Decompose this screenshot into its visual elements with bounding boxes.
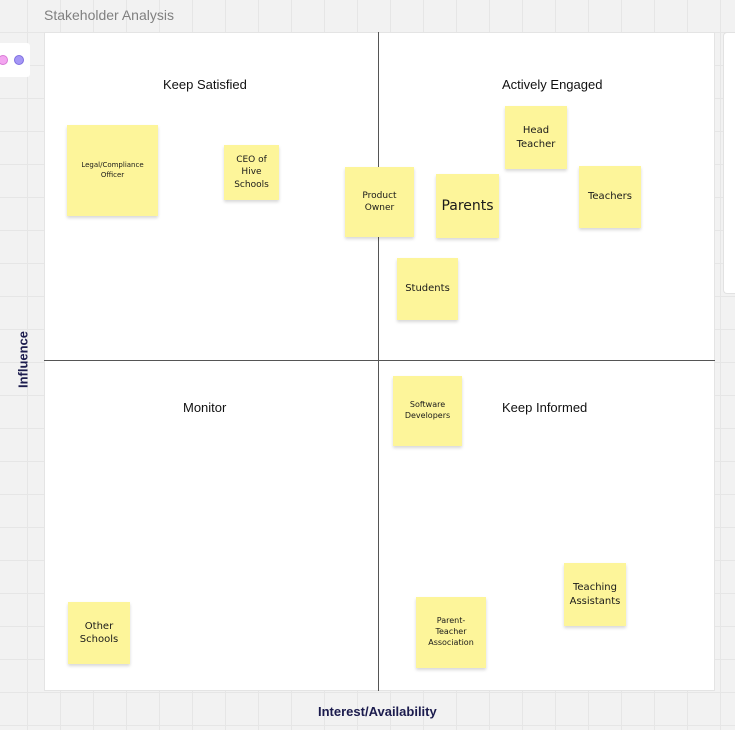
sticky-note-legal-compliance[interactable]: Legal/Compliance Officer [67,125,158,216]
sticky-note-teachers[interactable]: Teachers [579,166,641,228]
sticky-note-product-owner[interactable]: Product Owner [345,167,414,237]
frame-title[interactable]: Stakeholder Analysis [44,7,174,23]
collaborator-avatar[interactable] [14,55,24,65]
horizontal-divider [44,360,715,361]
quadrant-label-monitor[interactable]: Monitor [183,400,227,415]
collaborator-avatar[interactable] [0,55,8,65]
sticky-note-teaching-assistants[interactable]: Teaching Assistants [564,563,626,626]
quadrant-label-keep-satisfied[interactable]: Keep Satisfied [163,77,247,92]
quadrant-label-actively-engaged[interactable]: Actively Engaged [502,77,603,92]
sticky-note-parents[interactable]: Parents [436,174,499,238]
sticky-note-students[interactable]: Students [397,258,458,320]
y-axis-label[interactable]: Influence [15,330,31,389]
collaborators-widget[interactable] [0,43,30,77]
vertical-divider [378,32,379,691]
sticky-note-head-teacher[interactable]: Head Teacher [505,106,567,169]
sticky-note-other-schools[interactable]: Other Schools [68,602,130,664]
sticky-note-software-developers[interactable]: Software Developers [393,376,462,446]
x-axis-label[interactable]: Interest/Availability [318,704,437,719]
side-panel[interactable] [723,32,735,294]
quadrant-label-keep-informed[interactable]: Keep Informed [502,400,588,415]
sticky-note-parent-teacher-association[interactable]: Parent- Teacher Association [416,597,486,668]
sticky-note-ceo[interactable]: CEO of Hive Schools [224,145,279,200]
